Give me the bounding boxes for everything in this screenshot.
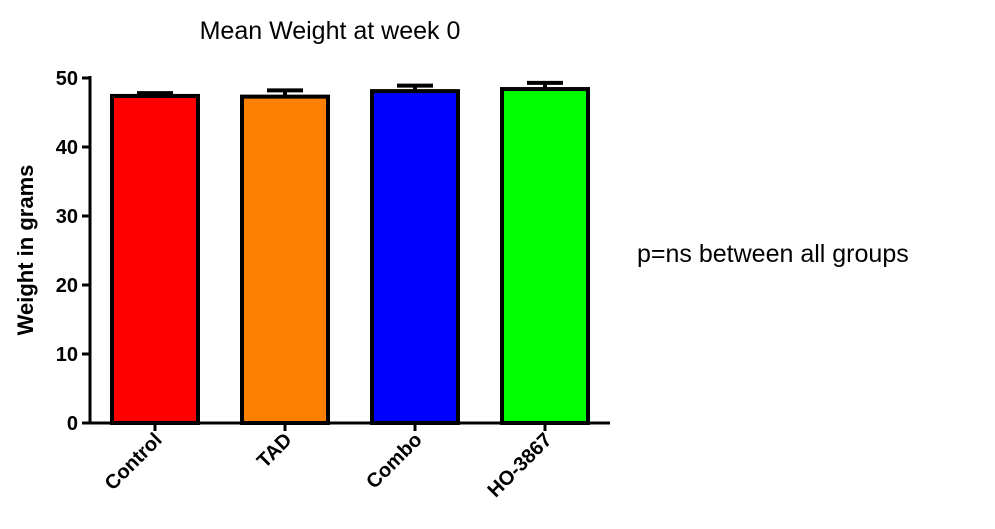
bar-combo: [370, 89, 460, 426]
x-tick-label: HO-3867: [484, 429, 557, 502]
y-tick-label: 20: [56, 275, 78, 297]
y-tick-label: 10: [56, 344, 78, 366]
x-tick-label: TAD: [253, 429, 297, 473]
bar-ho-3867: [500, 87, 590, 425]
bar-control: [110, 93, 200, 425]
significance-note: p=ns between all groups: [637, 240, 909, 268]
x-tick-label: Combo: [362, 429, 426, 493]
y-tick-label: 40: [56, 137, 78, 159]
y-axis-label: Weight in grams: [13, 165, 38, 336]
chart-title: Mean Weight at week 0: [200, 17, 461, 45]
plot-area: Control TAD Combo HO-3867 0 10 20 30 40 50: [56, 68, 610, 502]
y-tick-label: 30: [56, 206, 78, 228]
x-tick-label: Control: [101, 429, 167, 495]
y-tick-label: 0: [67, 413, 78, 435]
bar-tad: [240, 94, 330, 425]
y-tick-label: 50: [56, 68, 78, 90]
